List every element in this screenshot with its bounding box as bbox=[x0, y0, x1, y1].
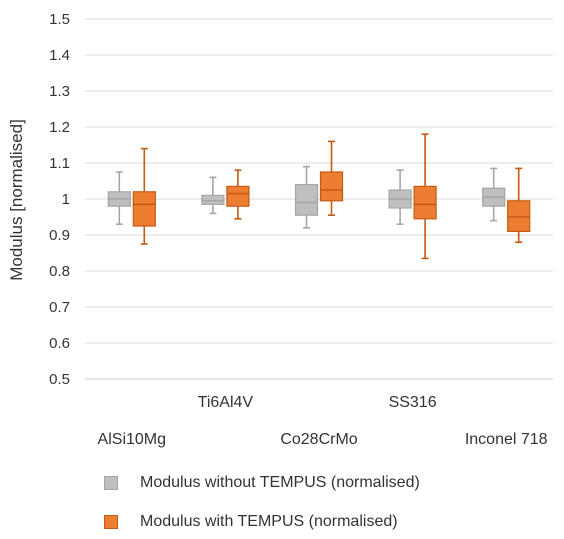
x-category-label: Co28CrMo bbox=[280, 431, 357, 448]
box-body bbox=[132, 191, 156, 227]
x-axis-labels: AlSi10Mg Ti6Al4V Co28CrMo SS316 Inconel 718 bbox=[98, 394, 548, 448]
box-1-4 bbox=[507, 167, 531, 243]
box-0-4 bbox=[482, 167, 506, 222]
box-0-3 bbox=[388, 169, 412, 225]
y-tick-label: 1.2 bbox=[49, 119, 70, 136]
box-1-1 bbox=[226, 169, 250, 220]
y-tick-label: 0.5 bbox=[49, 371, 70, 388]
legend-item-without-tempus: Modulus without TEMPUS (normalised) bbox=[104, 474, 420, 492]
box-body bbox=[319, 171, 344, 202]
box-series bbox=[107, 133, 531, 260]
x-category-label: AlSi10Mg bbox=[98, 431, 166, 448]
y-tick-label: 1.5 bbox=[49, 11, 70, 28]
box-body bbox=[226, 185, 250, 207]
y-tick-label: 1.1 bbox=[49, 155, 70, 172]
y-tick-label: 1 bbox=[62, 191, 70, 208]
legend-swatch-with-tempus bbox=[104, 515, 118, 529]
legend-swatch-without-tempus bbox=[104, 476, 118, 490]
y-axis-ticks: 0.5 0.6 0.7 0.8 0.9 1 1.1 1.2 1.3 1.4 1.5 bbox=[49, 11, 70, 388]
y-tick-label: 0.7 bbox=[49, 299, 70, 316]
x-category-label: SS316 bbox=[389, 394, 437, 411]
y-axis-label: Modulus [normalised] bbox=[7, 119, 26, 281]
y-tick-label: 0.6 bbox=[49, 335, 70, 352]
x-category-label: Inconel 718 bbox=[465, 431, 548, 448]
box-1-3 bbox=[413, 133, 437, 260]
gridlines bbox=[85, 18, 553, 380]
box-1-0 bbox=[132, 147, 156, 245]
box-body bbox=[507, 200, 531, 233]
box-0-0 bbox=[107, 171, 131, 225]
y-tick-label: 0.8 bbox=[49, 263, 70, 280]
y-tick-label: 1.4 bbox=[49, 47, 70, 64]
box-0-2 bbox=[294, 165, 319, 229]
legend-label-without-tempus: Modulus without TEMPUS (normalised) bbox=[140, 474, 420, 491]
legend-item-with-tempus: Modulus with TEMPUS (normalised) bbox=[104, 513, 398, 531]
box-body bbox=[201, 194, 225, 205]
box-body bbox=[413, 185, 437, 220]
box-body bbox=[294, 184, 319, 216]
box-0-1 bbox=[201, 176, 225, 215]
y-tick-label: 1.3 bbox=[49, 83, 70, 100]
y-tick-label: 0.9 bbox=[49, 227, 70, 244]
box-plot-chart: 0.5 0.6 0.7 0.8 0.9 1 1.1 1.2 1.3 1.4 1.5 Modulus … bbox=[7, 11, 553, 448]
x-category-label: Ti6Al4V bbox=[198, 394, 254, 411]
legend-label-with-tempus: Modulus with TEMPUS (normalised) bbox=[140, 513, 398, 530]
box-1-2 bbox=[319, 140, 344, 216]
